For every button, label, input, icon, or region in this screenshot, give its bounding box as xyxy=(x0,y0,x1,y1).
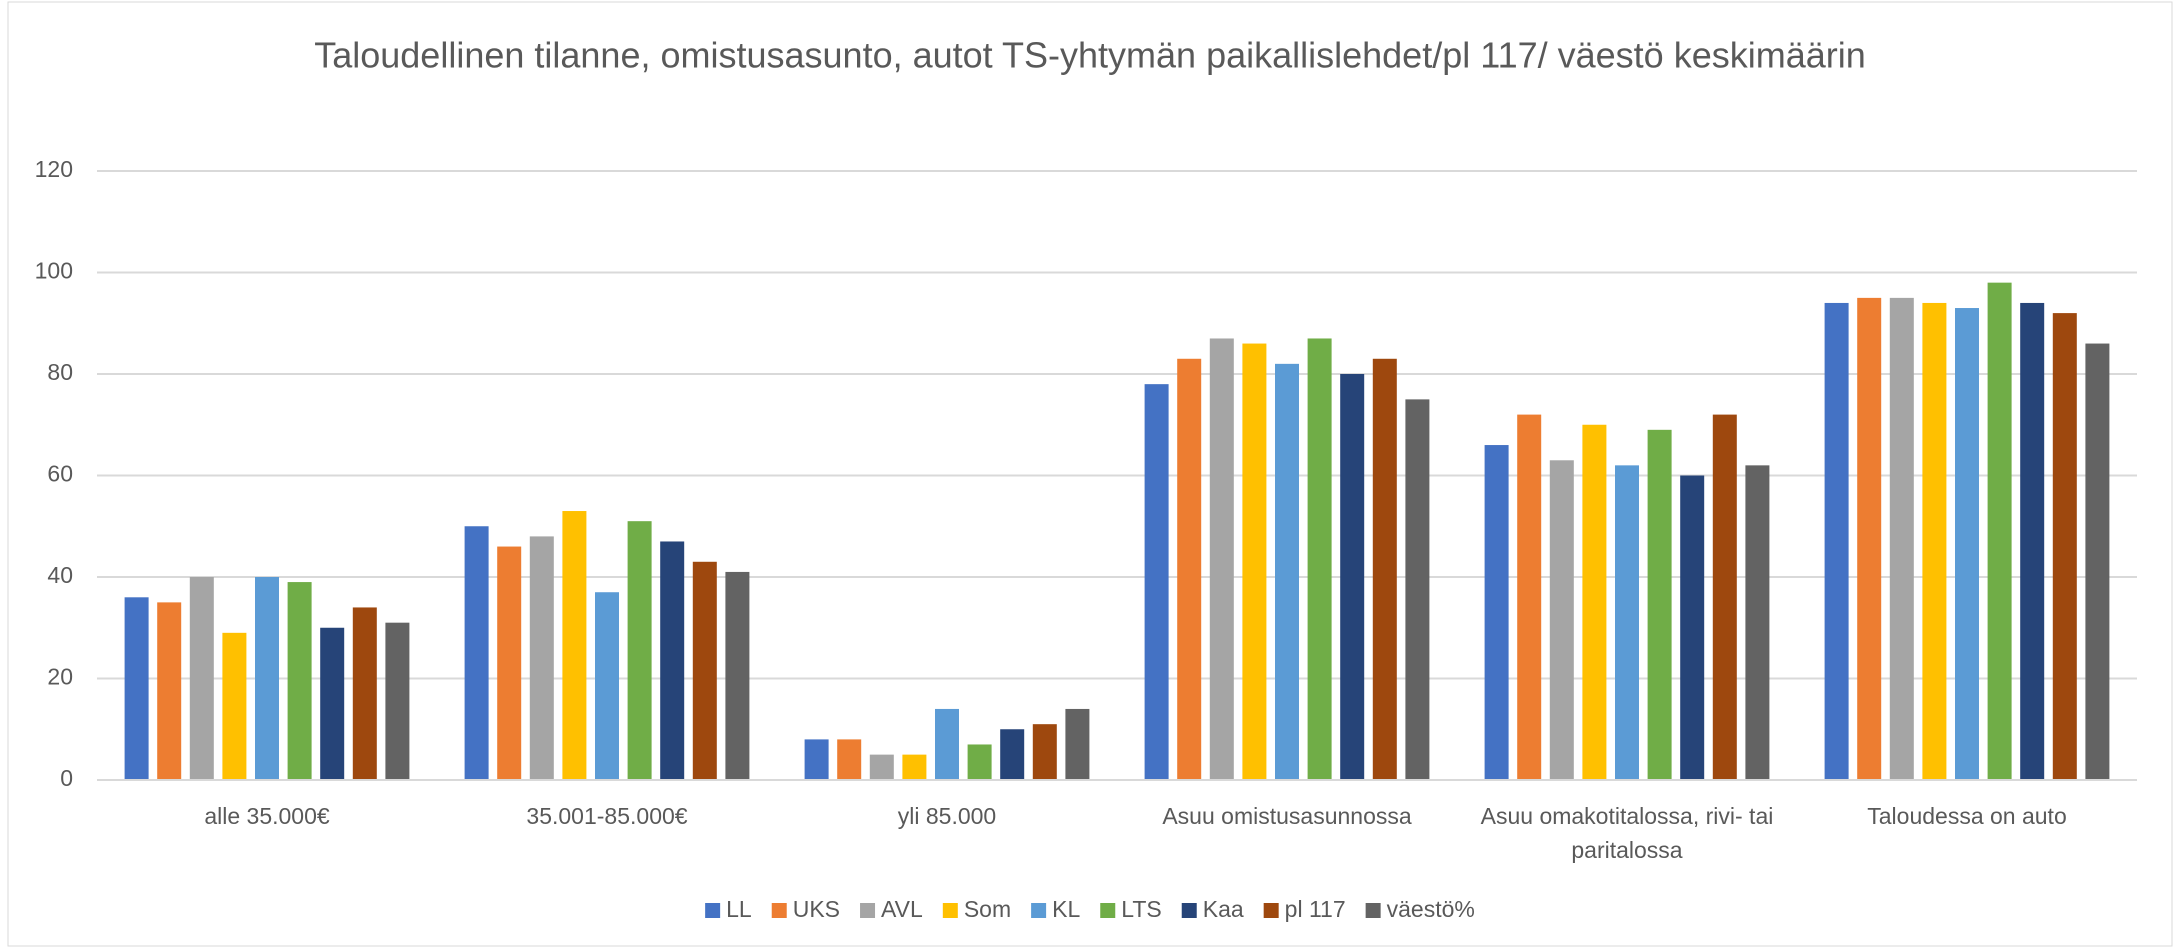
bar xyxy=(1745,465,1770,780)
legend-label: Kaa xyxy=(1203,896,1244,922)
legend-swatch xyxy=(771,903,787,918)
bar xyxy=(1484,445,1509,780)
x-tick-label: 35.001-85.000€ xyxy=(526,803,688,829)
legend-swatch xyxy=(1263,903,1279,918)
y-tick-label: 60 xyxy=(47,461,73,487)
bar xyxy=(804,739,829,780)
legend-label: LTS xyxy=(1121,896,1161,922)
y-tick-label: 20 xyxy=(47,664,73,690)
legend-swatch xyxy=(860,903,876,918)
legend-swatch xyxy=(1100,903,1116,918)
bar xyxy=(1857,297,1882,780)
bar xyxy=(222,632,247,780)
bar xyxy=(1209,338,1234,780)
legend-swatch xyxy=(1031,903,1047,918)
bar xyxy=(1824,302,1849,780)
bar xyxy=(2052,313,2077,780)
bar xyxy=(935,708,959,780)
bar xyxy=(837,739,862,780)
bar xyxy=(1889,297,1914,780)
legend-label: pl 117 xyxy=(1285,896,1346,922)
y-tick-label: 40 xyxy=(47,562,73,588)
legend-swatch xyxy=(1181,903,1197,918)
bar xyxy=(1242,343,1267,780)
legend-label: väestö% xyxy=(1387,896,1475,922)
bar xyxy=(497,546,522,780)
bar xyxy=(902,754,927,780)
legend-label: Som xyxy=(964,896,1011,922)
bar xyxy=(385,622,410,780)
bar xyxy=(1987,282,2012,780)
x-tick-label: alle 35.000€ xyxy=(204,803,330,829)
x-tick-label: Taloudessa on auto xyxy=(1867,803,2067,829)
legend-swatch xyxy=(942,903,958,918)
bar xyxy=(1307,338,1332,780)
bar xyxy=(1065,708,1090,780)
bar xyxy=(1549,460,1574,780)
bar xyxy=(1712,414,1737,780)
chart-title: Taloudellinen tilanne, omistusasunto, au… xyxy=(314,35,1866,76)
bar xyxy=(1032,724,1057,780)
bar xyxy=(869,754,894,780)
bar xyxy=(1144,384,1169,780)
bar xyxy=(2020,302,2045,780)
bar xyxy=(157,602,182,780)
bar xyxy=(725,571,750,780)
bar xyxy=(627,521,652,780)
legend-label: UKS xyxy=(793,896,840,922)
bar xyxy=(1177,358,1202,780)
bar xyxy=(287,582,312,780)
bar xyxy=(692,561,717,780)
bar xyxy=(1582,424,1607,780)
bar xyxy=(1372,358,1397,780)
bar xyxy=(1517,414,1542,780)
legend: LL UKS AVL Som KL LTS Kaa pl 117 väestö% xyxy=(705,896,1475,922)
bar xyxy=(529,536,554,780)
bar xyxy=(352,607,377,780)
bar xyxy=(1647,429,1672,780)
bar xyxy=(2085,343,2110,780)
bar xyxy=(562,511,587,780)
legend-label: KL xyxy=(1052,896,1080,922)
bar xyxy=(1275,363,1299,780)
legend-swatch xyxy=(1365,903,1381,918)
y-tick-label: 80 xyxy=(47,359,73,385)
bar xyxy=(189,577,214,780)
bar xyxy=(255,577,279,780)
bar xyxy=(967,744,992,780)
bar xyxy=(1615,465,1639,780)
bar xyxy=(320,627,345,780)
legend-swatch xyxy=(705,903,721,918)
chart-frame xyxy=(7,1,2173,947)
bar xyxy=(1405,399,1430,780)
x-tick-label: yli 85.000 xyxy=(897,803,997,829)
bar xyxy=(1340,374,1365,780)
bar xyxy=(1955,308,1979,780)
bar xyxy=(124,597,149,780)
bar xyxy=(1000,729,1025,780)
legend-label: AVL xyxy=(881,896,923,922)
bar xyxy=(1922,302,1947,780)
y-tick-label: 100 xyxy=(35,258,73,284)
bar xyxy=(595,592,619,780)
legend-label: LL xyxy=(726,896,752,922)
bar xyxy=(660,541,685,780)
y-tick-label: 120 xyxy=(35,156,73,182)
bar xyxy=(464,526,489,780)
bar xyxy=(1680,475,1705,780)
x-tick-label: Asuu omakotitalossa, rivi- tai paritalos… xyxy=(1480,803,1774,863)
y-tick-label: 0 xyxy=(60,765,73,791)
x-tick-label: Asuu omistusasunnossa xyxy=(1162,803,1412,829)
